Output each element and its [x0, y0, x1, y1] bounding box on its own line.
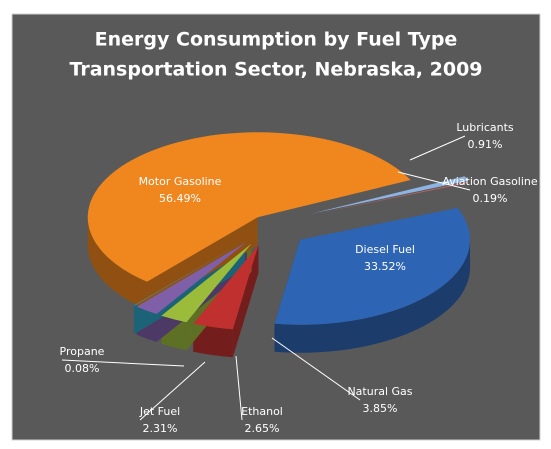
slice — [161, 243, 252, 323]
leader-line — [409, 135, 466, 161]
slice-value: 3.85% — [363, 402, 398, 415]
slice — [274, 207, 471, 325]
slice-value: 33.52% — [364, 260, 406, 273]
slice — [311, 176, 469, 214]
slice-value: 0.19% — [473, 192, 508, 205]
slice-value: 2.65% — [245, 422, 280, 435]
leader-line — [235, 355, 243, 421]
slice-value: 0.91% — [468, 138, 503, 151]
slice — [193, 245, 259, 330]
leader-line — [139, 361, 206, 421]
slice — [87, 132, 411, 282]
slice-value: 56.49% — [159, 192, 201, 205]
slice — [136, 241, 247, 315]
slice-side — [274, 239, 471, 353]
slice — [310, 182, 468, 215]
chart-title: Energy Consumption by Fuel Type — [95, 29, 458, 51]
leader-line — [271, 337, 361, 401]
slice-value: 0.08% — [65, 362, 100, 375]
slice-label: Aviation Gasoline — [442, 175, 538, 188]
slice-value: 2.31% — [143, 422, 178, 435]
slice-label: Motor Gasoline — [139, 175, 222, 188]
slice-label: Natural Gas — [347, 385, 412, 398]
slice-label: Lubricants — [456, 121, 514, 134]
chart-subtitle: Transportation Sector, Nebraska, 2009 — [69, 59, 482, 81]
leader-line — [61, 359, 185, 367]
slice-label: Ethanol — [241, 405, 283, 418]
slice-side — [87, 217, 148, 310]
leader-line — [397, 171, 471, 191]
slice-label: Propane — [60, 345, 105, 358]
slice — [133, 240, 245, 306]
slice-label: Diesel Fuel — [355, 243, 415, 256]
slice-label: Jet Fuel — [139, 405, 180, 418]
